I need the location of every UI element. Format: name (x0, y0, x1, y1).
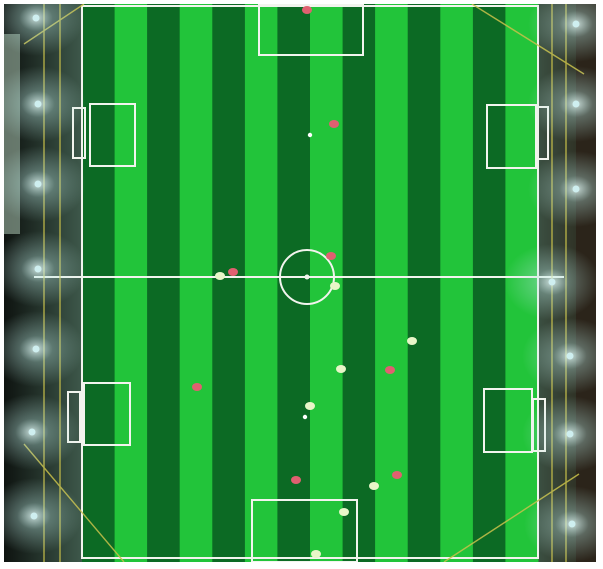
player-red (192, 383, 202, 391)
floodlight-glow (4, 311, 84, 387)
center-circle (279, 249, 335, 305)
grass-stripe (82, 4, 116, 562)
floodlight-glow (4, 394, 80, 470)
player-red (385, 366, 395, 374)
top-goal-area (258, 4, 364, 56)
floodlight-glow (4, 66, 86, 142)
grass-stripe (179, 4, 213, 562)
left-lower-penalty-box (83, 382, 131, 446)
grass-stripe (375, 4, 409, 562)
grass-stripes (82, 4, 539, 562)
floodlight-glow (528, 4, 596, 62)
floodlight-glow (524, 486, 596, 562)
center-spot (304, 274, 310, 280)
player-white (407, 337, 417, 345)
player-white (215, 272, 225, 280)
player-red (302, 6, 312, 14)
floodlight-glow (522, 396, 596, 472)
floodlight (34, 180, 42, 188)
floodlight (568, 520, 576, 528)
player-white (305, 402, 315, 410)
player-red (329, 120, 339, 128)
player-white (339, 508, 349, 516)
player-red (326, 252, 336, 260)
floodlight (32, 14, 40, 22)
grass-stripe (114, 4, 148, 562)
grass-stripe (212, 4, 246, 562)
grass-stripe (407, 4, 441, 562)
aerial-photo (4, 4, 596, 562)
player-red (392, 471, 402, 479)
player-red (228, 268, 238, 276)
floodlight (34, 100, 42, 108)
floodlight-glow (4, 146, 86, 222)
grass-stripe (342, 4, 376, 562)
pitch-scene (4, 4, 596, 562)
floodlight (28, 428, 36, 436)
player-white (369, 482, 379, 490)
grass-stripe (440, 4, 474, 562)
grass-stripe (147, 4, 181, 562)
grass-stripe (244, 4, 278, 562)
floodlight (32, 345, 40, 353)
floodlight (566, 352, 574, 360)
floodlight (572, 20, 580, 28)
player-white (311, 550, 321, 558)
floodlight-glow (528, 66, 596, 142)
floodlight-glow (4, 478, 82, 554)
ball (302, 414, 308, 420)
floodlight (548, 278, 556, 286)
floodlight-glow (528, 151, 596, 227)
grass-stripe (277, 4, 311, 562)
floodlight (572, 100, 580, 108)
player-white (330, 282, 340, 290)
floodlight (30, 512, 38, 520)
floodlight (566, 430, 574, 438)
floodlights (4, 4, 596, 562)
floodlight (572, 185, 580, 193)
floodlight-glow (522, 318, 596, 394)
bottom-goal-area (251, 499, 358, 562)
player-red (291, 476, 301, 484)
floodlight-glow (4, 231, 86, 307)
floodlight (34, 265, 42, 273)
players (192, 6, 417, 558)
player-white (336, 365, 346, 373)
left-upper-penalty-box (89, 103, 136, 167)
floodlight-glow (4, 4, 84, 56)
grass-stripe (472, 4, 506, 562)
ball (307, 132, 313, 138)
